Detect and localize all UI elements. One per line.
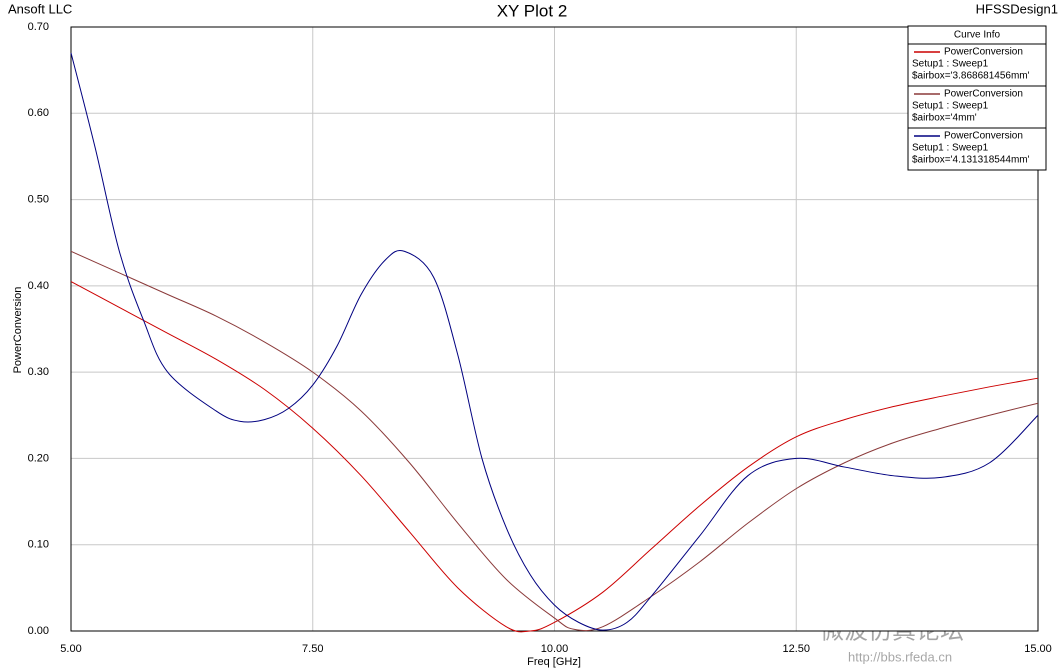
y-tick-label: 0.40 — [28, 280, 49, 292]
x-tick-label: 5.00 — [60, 643, 81, 655]
y-tick-label: 0.20 — [28, 452, 49, 464]
plot-border — [70, 26, 1039, 632]
legend-box — [907, 25, 1047, 171]
series-line — [70, 281, 1039, 633]
legend-setup: Setup1 : Sweep1 — [912, 59, 989, 70]
y-tick-label: 0.50 — [28, 193, 49, 205]
x-tick-label: 15.00 — [1024, 643, 1052, 655]
y-axis-label: PowerConversion — [12, 287, 24, 374]
legend-label: PowerConversion — [944, 47, 1023, 58]
y-tick-label: 0.70 — [28, 21, 49, 33]
legend-variant: $airbox='4mm' — [912, 113, 977, 124]
chart-title: XY Plot 2 — [497, 1, 568, 20]
y-tick-label: 0.00 — [28, 625, 49, 637]
legend-variant: $airbox='3.868681456mm' — [912, 71, 1030, 82]
legend-setup: Setup1 : Sweep1 — [912, 101, 989, 112]
y-tick-label: 0.10 — [28, 539, 49, 551]
series-line — [70, 250, 1039, 632]
y-tick-label: 0.30 — [28, 366, 49, 378]
x-tick-label: 10.00 — [541, 643, 569, 655]
legend-label: PowerConversion — [944, 131, 1023, 142]
x-tick-label: 12.50 — [782, 643, 810, 655]
design-name: HFSSDesign1 — [976, 1, 1058, 16]
watermark-text: http://bbs.rfeda.cn — [848, 649, 952, 664]
legend-variant: $airbox='4.131318544mm' — [912, 155, 1030, 166]
x-axis-label: Freq [GHz] — [527, 656, 581, 668]
series-line — [70, 52, 1039, 631]
company: Ansoft LLC — [8, 1, 72, 16]
y-tick-label: 0.60 — [28, 107, 49, 119]
legend-title: Curve Info — [954, 30, 1001, 41]
x-tick-label: 7.50 — [302, 643, 323, 655]
legend-setup: Setup1 : Sweep1 — [912, 143, 989, 154]
legend-label: PowerConversion — [944, 89, 1023, 100]
